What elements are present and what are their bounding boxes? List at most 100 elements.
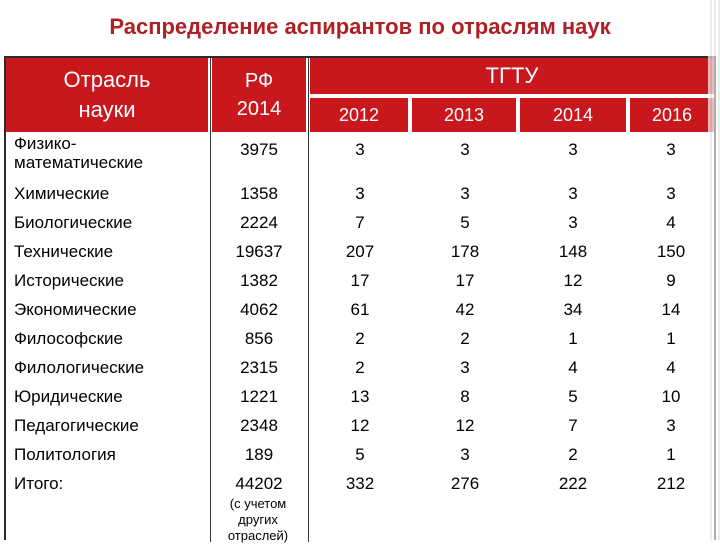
row-value-2014: 1 <box>568 328 578 348</box>
row-value-2016: 150 <box>656 241 686 261</box>
row-value-2014: 5 <box>568 386 578 406</box>
row-rf-value: 2224 <box>240 212 278 232</box>
row-value-2014: 34 <box>563 299 583 319</box>
row-value-2012: 61 <box>350 299 370 319</box>
row-value-2013: 276 <box>450 473 480 493</box>
header-year-label: 2012 <box>338 104 380 125</box>
row-name: Экономические <box>14 299 137 319</box>
row-value-2012: 5 <box>355 444 365 464</box>
row-value-2016: 4 <box>666 357 676 377</box>
row-name: Педагогические <box>14 415 139 435</box>
table-row: Химические 1358 3 3 3 3 <box>6 179 714 208</box>
row-value-2016: 1 <box>666 328 676 348</box>
row-value-2014: 4 <box>568 357 578 377</box>
row-value-2016: 14 <box>661 299 681 319</box>
row-value-2013: 42 <box>455 299 475 319</box>
table-row: Физико- математические 3975 3 3 3 3 <box>6 132 714 174</box>
header-tgtu: ТГТУ <box>310 58 714 94</box>
header-field-line2: науки <box>78 97 136 122</box>
header-field-line1: Отрасль <box>63 67 151 92</box>
row-name: Технические <box>14 241 114 261</box>
decorative-side-stripe <box>708 0 720 540</box>
row-value-2013: 3 <box>460 444 470 464</box>
row-rf-value: 1358 <box>240 183 278 203</box>
row-name: Филологические <box>14 357 145 377</box>
row-name: Химические <box>14 183 110 203</box>
data-table: Отрасль науки РФ 2014 ТГТУ 2012 2013 201… <box>4 56 716 543</box>
header-rf: РФ 2014 <box>212 58 306 132</box>
row-value-2014: 12 <box>563 270 583 290</box>
row-value-2013: 3 <box>460 140 470 159</box>
header-field: Отрасль науки <box>6 58 208 132</box>
column-divider <box>210 58 211 542</box>
row-rf-value: 1382 <box>240 270 278 290</box>
header-tgtu-label: ТГТУ <box>485 63 539 88</box>
row-value-2014: 3 <box>568 140 578 159</box>
row-value-2016: 3 <box>666 183 676 203</box>
row-value-2013: 2 <box>460 328 470 348</box>
row-value-2013: 5 <box>460 212 470 232</box>
header-year-2013: 2013 <box>412 98 516 132</box>
row-value-2016: 4 <box>666 212 676 232</box>
total-footnote: (с учетом других отраслей) <box>212 496 304 544</box>
row-value-2016: 9 <box>666 270 676 290</box>
row-value-2014: 148 <box>558 241 588 261</box>
row-value-2013: 12 <box>455 415 475 435</box>
row-value-2016: 3 <box>666 140 676 159</box>
row-value-2014: 7 <box>568 415 578 435</box>
table-row-total: Итого: 44202 332 276 222 212 <box>6 469 714 498</box>
row-value-2016: 10 <box>661 386 681 406</box>
header-year-label: 2014 <box>552 104 594 125</box>
row-name: Политология <box>14 444 116 464</box>
row-rf-value: 2315 <box>240 357 278 377</box>
row-value-2014: 3 <box>568 212 578 232</box>
row-name: Итого: <box>14 473 64 493</box>
row-name: Физико- математические <box>6 132 210 174</box>
row-value-2013: 3 <box>460 357 470 377</box>
table-row: Педагогические 2348 12 12 7 3 <box>6 411 714 440</box>
header-rf-line1: РФ <box>244 70 274 92</box>
row-name: Биологические <box>14 212 133 232</box>
row-rf-value: 2348 <box>240 415 278 435</box>
row-value-2012: 3 <box>355 183 365 203</box>
header-year-2014: 2014 <box>520 98 626 132</box>
row-rf-value: 19637 <box>235 241 283 261</box>
row-value-2012: 7 <box>355 212 365 232</box>
row-value-2012: 332 <box>345 473 375 493</box>
row-value-2013: 178 <box>450 241 480 261</box>
row-value-2013: 3 <box>460 183 470 203</box>
row-value-2012: 2 <box>355 357 365 377</box>
table-row: Философские 856 2 2 1 1 <box>6 324 714 353</box>
table-row: Политология 189 5 3 2 1 <box>6 440 714 469</box>
row-name: Исторические <box>14 270 124 290</box>
table-row: Биологические 2224 7 5 3 4 <box>6 208 714 237</box>
row-rf-value: 4062 <box>240 299 278 319</box>
table-row: Технические 19637 207 178 148 150 <box>6 237 714 266</box>
row-value-2012: 3 <box>355 140 365 159</box>
header-rf-line2: 2014 <box>236 98 282 120</box>
table-row: Филологические 2315 2 3 4 4 <box>6 353 714 382</box>
row-value-2016: 1 <box>666 444 676 464</box>
total-footnote-line3: отраслей) <box>227 528 289 543</box>
row-rf-value: 1221 <box>240 386 278 406</box>
row-value-2014: 3 <box>568 183 578 203</box>
row-value-2016: 212 <box>656 473 686 493</box>
row-name-line2: математические <box>14 153 144 172</box>
table-row: Юридические 1221 13 8 5 10 <box>6 382 714 411</box>
row-value-2014: 222 <box>558 473 588 493</box>
total-footnote-line2: других <box>238 512 278 527</box>
header-year-2016: 2016 <box>630 98 714 132</box>
row-value-2012: 12 <box>350 415 370 435</box>
column-divider <box>308 58 309 542</box>
row-name: Юридические <box>14 386 123 406</box>
row-value-2012: 207 <box>345 241 375 261</box>
row-value-2016: 3 <box>666 415 676 435</box>
table-row: Исторические 1382 17 17 12 9 <box>6 266 714 295</box>
row-value-2012: 17 <box>350 270 370 290</box>
header-year-2012: 2012 <box>310 98 408 132</box>
row-value-2012: 2 <box>355 328 365 348</box>
header-year-label: 2013 <box>443 104 485 125</box>
row-value-2014: 2 <box>568 444 578 464</box>
row-value-2013: 17 <box>455 270 475 290</box>
page-title: Распределение аспирантов по отраслям нау… <box>109 14 611 39</box>
